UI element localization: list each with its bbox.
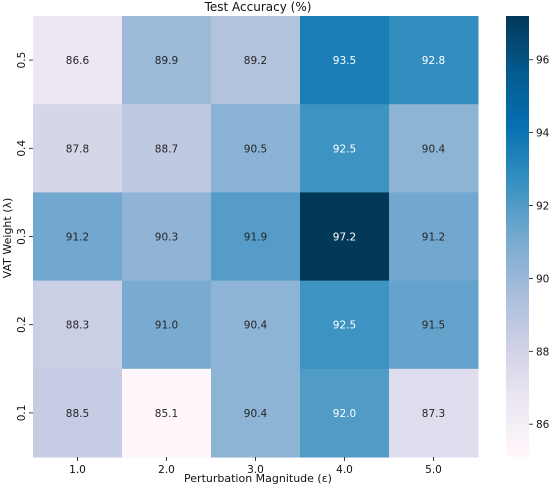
cell-value-label: 92.5 (333, 143, 356, 155)
heatmap-cell (211, 192, 301, 282)
cell-value-label: 85.1 (155, 408, 178, 420)
y-tick-label: 0.3 (16, 228, 28, 245)
colorbar-tick-label: 96 (536, 55, 550, 67)
cell-value-label: 93.5 (333, 55, 356, 67)
cell-value-label: 91.2 (422, 232, 445, 244)
chart-title: Test Accuracy (%) (204, 0, 312, 14)
y-axis-ticks: 0.5 0.4 0.3 0.2 0.1 (16, 52, 33, 422)
cell-value-label: 90.4 (244, 320, 268, 332)
heatmap-cell (300, 16, 390, 105)
colorbar-gradient (506, 16, 529, 457)
heatmap-cell (300, 192, 390, 282)
cell-value-label: 97.2 (333, 232, 356, 244)
cell-value-label: 90.4 (422, 143, 446, 155)
cell-value-label: 89.2 (244, 55, 267, 67)
colorbar-ticks: 86 88 90 92 94 96 (529, 55, 550, 431)
heatmap-cell (389, 16, 479, 105)
heatmap-cell (211, 16, 301, 105)
heatmap-cell (300, 280, 390, 370)
heatmap-cell (122, 368, 212, 458)
heatmap-cell (389, 368, 479, 458)
cell-value-label: 90.3 (155, 232, 178, 244)
y-axis-label: VAT Weight (λ) (1, 198, 14, 279)
cell-value-label: 91.2 (66, 232, 89, 244)
colorbar-tick-label: 86 (536, 419, 550, 431)
x-axis-ticks: 1.0 2.0 3.0 4.0 5.0 (69, 457, 442, 476)
colorbar-tick-label: 88 (536, 346, 549, 358)
x-tick-label: 3.0 (247, 464, 264, 476)
heatmap-cell (33, 280, 123, 370)
x-tick-label: 2.0 (158, 464, 175, 476)
cell-value-label: 87.3 (422, 408, 445, 420)
colorbar-tick-label: 92 (536, 201, 549, 213)
y-tick-label: 0.2 (16, 316, 28, 333)
cell-value-label: 88.5 (66, 408, 89, 420)
heatmap-cells (33, 16, 479, 458)
heatmap-cell (300, 104, 390, 193)
heatmap-cell (122, 16, 212, 105)
y-tick-label: 0.5 (16, 52, 28, 69)
colorbar: 86 88 90 92 94 96 (506, 16, 550, 457)
cell-value-label: 91.0 (155, 320, 178, 332)
heatmap-cell (33, 16, 123, 105)
cell-value-label: 88.3 (66, 320, 89, 332)
x-tick-label: 5.0 (425, 464, 442, 476)
x-tick-label: 4.0 (336, 464, 353, 476)
heatmap-cell (211, 104, 301, 193)
heatmap-cell (300, 368, 390, 458)
heatmap-cell-labels: 86.6 89.9 89.2 93.5 92.8 87.8 88.7 90.5 92.5 90.4… (66, 55, 446, 420)
heatmap-cell (211, 368, 301, 458)
heatmap-cell (33, 192, 123, 282)
cell-value-label: 91.5 (422, 320, 445, 332)
heatmap-cell (389, 280, 479, 370)
heatmap-cell (122, 192, 212, 282)
y-tick-label: 0.1 (16, 405, 28, 422)
cell-value-label: 90.4 (244, 408, 268, 420)
cell-value-label: 87.8 (66, 143, 89, 155)
cell-value-label: 86.6 (66, 55, 90, 67)
heatmap-cell (211, 280, 301, 370)
colorbar-tick-label: 94 (536, 128, 550, 140)
x-axis-label: Perturbation Magnitude (ε) (184, 472, 332, 485)
cell-value-label: 92.0 (333, 408, 356, 420)
heatmap-cell (389, 192, 479, 282)
y-tick-label: 0.4 (16, 140, 28, 157)
cell-value-label: 92.5 (333, 320, 356, 332)
cell-value-label: 88.7 (155, 143, 178, 155)
heatmap-cell (33, 368, 123, 458)
x-tick-label: 1.0 (69, 464, 86, 476)
cell-value-label: 90.5 (244, 143, 267, 155)
heatmap-cell (122, 104, 212, 193)
heatmap-cell (389, 104, 479, 193)
heatmap-cell (33, 104, 123, 193)
colorbar-tick-label: 90 (536, 273, 549, 285)
cell-value-label: 92.8 (422, 55, 445, 67)
cell-value-label: 89.9 (155, 55, 178, 67)
heatmap-cell (122, 280, 212, 370)
cell-value-label: 91.9 (244, 232, 267, 244)
